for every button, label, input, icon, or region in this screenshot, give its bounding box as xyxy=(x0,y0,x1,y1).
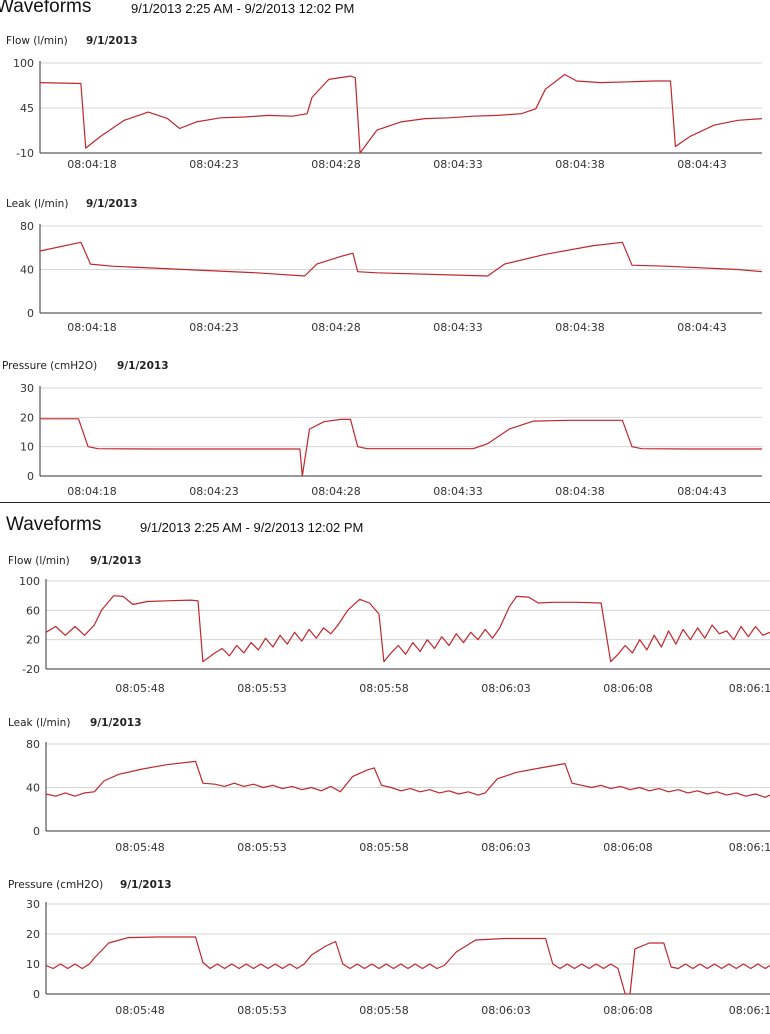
x-tick-label: 08:04:38 xyxy=(555,485,604,498)
x-tick-label: 08:04:38 xyxy=(555,321,604,334)
chart-date: 9/1/2013 xyxy=(90,717,142,729)
x-tick-label: 08:04:18 xyxy=(67,485,116,498)
y-tick-label: 0 xyxy=(27,307,34,320)
x-tick-label: 08:06:08 xyxy=(603,1004,652,1017)
x-tick-label: 08:04:18 xyxy=(67,158,116,171)
flow-chart-svg: Flow (l/min) 9/1/2013 100 60 20 -20 08:05:48 08… xyxy=(8,555,770,695)
y-tick-label: -20 xyxy=(22,663,40,676)
x-tick-label: 08:04:23 xyxy=(189,158,238,171)
series-line xyxy=(39,73,763,154)
series-line xyxy=(40,418,762,477)
report-title: Waveforms xyxy=(6,514,102,535)
chart-date: 9/1/2013 xyxy=(86,198,138,210)
x-tick-label: 08:05:58 xyxy=(359,1004,408,1017)
x-tick-label: 08:04:38 xyxy=(555,158,604,171)
chart-date: 9/1/2013 xyxy=(86,35,138,47)
x-tick-label: 08:05:53 xyxy=(237,682,286,695)
pressure-chart-svg: Pressure (cmH2O) 9/1/2013 30 20 10 0 08:04:18 0… xyxy=(2,360,762,498)
y-tick-label: 20 xyxy=(20,411,34,424)
x-tick-label: 08:04:43 xyxy=(677,321,726,334)
x-tick-label: 08:04:43 xyxy=(677,158,726,171)
x-tick-label: 08:04:33 xyxy=(433,321,482,334)
leak-chart-svg: Leak (l/min) 9/1/2013 80 40 0 08:05:48 08:05:5… xyxy=(8,717,770,854)
chart-label: Flow (l/min) xyxy=(6,35,68,47)
chart-label: Leak (l/min) xyxy=(8,717,70,729)
x-tick-label: 08:05:53 xyxy=(237,1004,286,1017)
leak-chart: Leak (l/min) 9/1/2013 80 40 0 08:04:18 08:04:2… xyxy=(0,193,770,343)
x-tick-label: 08:04:18 xyxy=(67,321,116,334)
y-tick-label: 40 xyxy=(26,782,40,795)
x-tick-label: 08:05:58 xyxy=(359,682,408,695)
pressure-chart-svg: Pressure (cmH2O) 9/1/2013 30 20 10 0 08:05:48 0… xyxy=(8,879,770,1017)
chart-date: 9/1/2013 xyxy=(90,555,142,567)
x-tick-label: 08:06:08 xyxy=(603,841,652,854)
y-tick-label: 40 xyxy=(20,264,34,277)
x-tick-label: 08:06:03 xyxy=(481,682,530,695)
y-tick-label: 100 xyxy=(19,575,40,588)
y-tick-label: 10 xyxy=(20,441,34,454)
chart-label: Leak (l/min) xyxy=(6,198,68,210)
flow-chart-svg: Flow (l/min) 9/1/2013 100 45 -10 08:04:18 08:0… xyxy=(6,35,763,171)
y-tick-label: 20 xyxy=(26,928,40,941)
x-tick-label: 08:06:1 xyxy=(729,1004,770,1017)
y-tick-label: 0 xyxy=(27,470,34,483)
y-tick-label: 30 xyxy=(26,898,40,911)
report-date-range: 9/1/2013 2:25 AM - 9/2/2013 12:02 PM xyxy=(140,520,364,535)
waveforms-report-top: Waveforms 9/1/2013 2:25 AM - 9/2/2013 12… xyxy=(0,0,770,498)
waveforms-report-bottom: Waveforms 9/1/2013 2:25 AM - 9/2/2013 12… xyxy=(0,512,770,1024)
x-tick-label: 08:04:33 xyxy=(433,485,482,498)
series-line xyxy=(39,241,763,277)
x-tick-label: 08:04:28 xyxy=(311,485,360,498)
page-divider xyxy=(0,502,770,503)
x-tick-label: 08:06:03 xyxy=(481,1004,530,1017)
x-tick-label: 08:04:23 xyxy=(189,321,238,334)
x-tick-label: 08:04:33 xyxy=(433,158,482,171)
y-tick-label: 60 xyxy=(26,604,40,617)
x-tick-label: 08:04:28 xyxy=(311,158,360,171)
chart-label: Flow (l/min) xyxy=(8,555,70,567)
flow-chart: Flow (l/min) 9/1/2013 100 45 -10 08:04:18 08:0… xyxy=(0,30,770,180)
report-title: Waveforms xyxy=(0,0,92,17)
y-tick-label: 30 xyxy=(20,382,34,395)
x-tick-label: 08:04:43 xyxy=(677,485,726,498)
x-tick-label: 08:04:28 xyxy=(311,321,360,334)
y-tick-label: 0 xyxy=(33,988,40,1001)
y-tick-label: -10 xyxy=(16,147,34,160)
chart-date: 9/1/2013 xyxy=(117,360,169,372)
x-tick-label: 08:06:03 xyxy=(481,841,530,854)
y-tick-label: 10 xyxy=(26,958,40,971)
series-line xyxy=(45,936,770,995)
x-tick-label: 08:06:08 xyxy=(603,682,652,695)
series-line xyxy=(45,760,770,798)
y-tick-label: 20 xyxy=(26,634,40,647)
pressure-chart: Pressure (cmH2O) 9/1/2013 30 20 10 0 08:05:48 0… xyxy=(0,874,770,1034)
x-tick-label: 08:06:1 xyxy=(729,841,770,854)
report-date-range: 9/1/2013 2:25 AM - 9/2/2013 12:02 PM xyxy=(131,1,355,16)
x-tick-label: 08:06:1 xyxy=(729,682,770,695)
x-tick-label: 08:05:53 xyxy=(237,841,286,854)
x-tick-label: 08:05:48 xyxy=(115,682,164,695)
x-tick-label: 08:05:48 xyxy=(115,841,164,854)
series-line xyxy=(45,595,770,663)
x-tick-label: 08:04:23 xyxy=(189,485,238,498)
flow-chart: Flow (l/min) 9/1/2013 100 60 20 -20 08:05:48 08… xyxy=(0,550,770,710)
leak-chart-svg: Leak (l/min) 9/1/2013 80 40 0 08:04:18 08:04:2… xyxy=(6,198,763,334)
leak-chart: Leak (l/min) 9/1/2013 80 40 0 08:05:48 08:05:5… xyxy=(0,712,770,862)
x-tick-label: 08:05:48 xyxy=(115,1004,164,1017)
y-tick-label: 80 xyxy=(26,738,40,751)
y-tick-label: 100 xyxy=(13,57,34,70)
x-tick-label: 08:05:58 xyxy=(359,841,408,854)
chart-label: Pressure (cmH2O) xyxy=(8,879,103,891)
chart-label: Pressure (cmH2O) xyxy=(2,360,97,372)
pressure-chart: Pressure (cmH2O) 9/1/2013 30 20 10 0 08:04:18 0… xyxy=(0,355,770,505)
chart-date: 9/1/2013 xyxy=(120,879,172,891)
y-tick-label: 45 xyxy=(20,102,34,115)
y-tick-label: 80 xyxy=(20,220,34,233)
y-tick-label: 0 xyxy=(33,825,40,838)
